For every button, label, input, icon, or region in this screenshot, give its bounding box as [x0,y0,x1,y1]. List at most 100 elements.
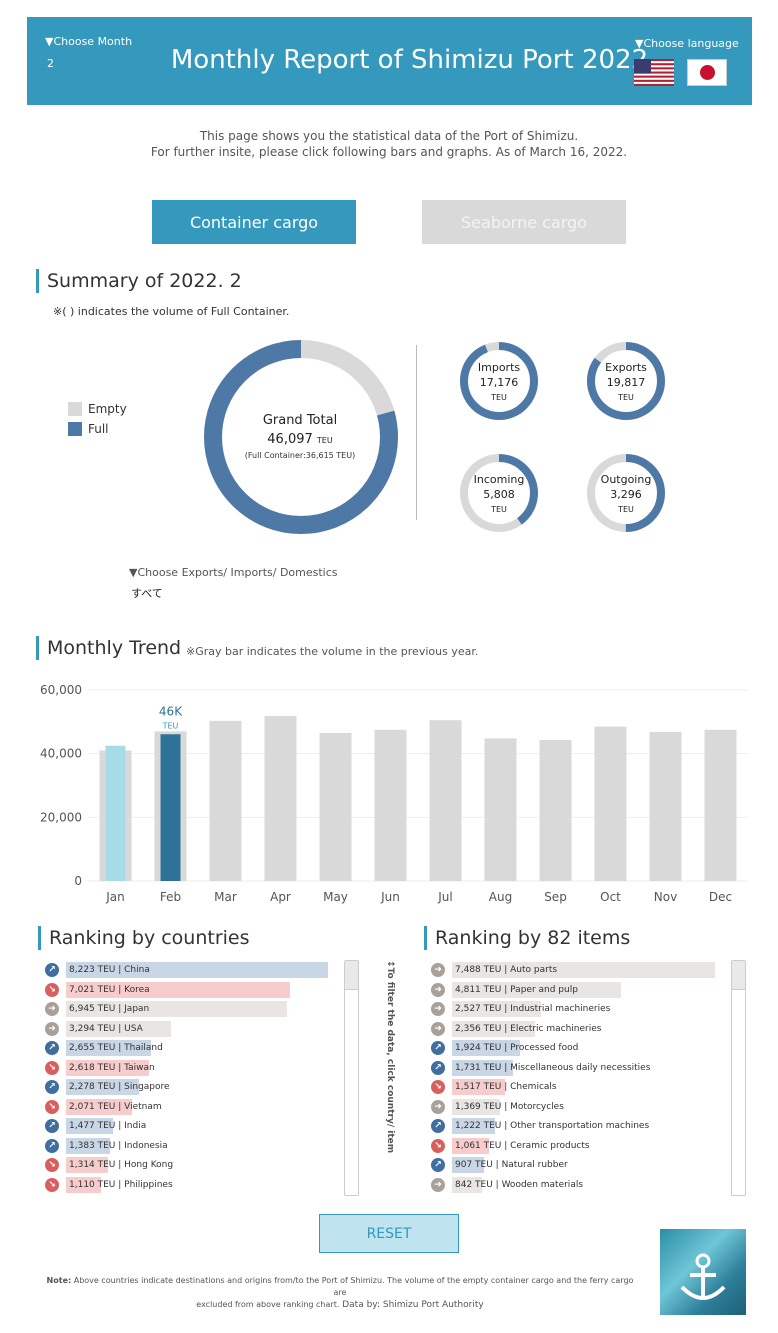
ranking-bar[interactable] [452,1137,490,1154]
choose-exports-imports-label[interactable]: ▼Choose Exports/ Imports/ Domestics [129,566,338,579]
reset-button[interactable]: RESET [319,1214,459,1253]
ranking-row[interactable]: ➜ 7,488 TEU | Auto parts [431,961,721,981]
ranking-bar[interactable] [452,1176,482,1193]
ranking-bar[interactable] [66,1118,114,1134]
seaborne-cargo-button[interactable]: Seaborne cargo [422,200,626,244]
bar-current-feb[interactable] [160,734,181,881]
trend-up-icon: ↗ [45,1138,59,1153]
mini-donut-incoming[interactable] [458,452,540,534]
trend-down-icon: ↘ [45,1177,59,1192]
ranking-row[interactable]: ➜ 1,369 TEU | Motorcycles [431,1098,721,1118]
ranking-items-scrollbar[interactable] [731,960,746,1196]
scrollbar-thumb[interactable] [345,961,358,990]
summary-title: Summary of 2022. 2 [36,269,242,293]
ranking-bar[interactable] [452,1059,513,1076]
ranking-row[interactable]: ↘ 7,021 TEU | Korea [45,981,335,1001]
mini-label: Exports [605,361,647,374]
ranking-bar[interactable] [66,1001,288,1017]
ranking-row[interactable]: ↗ 1,924 TEU | Processed food [431,1039,721,1059]
ranking-bar[interactable] [66,1157,108,1173]
ranking-bar[interactable] [66,1059,150,1076]
ranking-bar[interactable] [452,1020,535,1037]
ranking-row[interactable]: ↗ 2,278 TEU | Singapore [45,1078,335,1098]
ranking-row[interactable]: ↘ 2,618 TEU | Taiwan [45,1059,335,1079]
mini-donut-outgoing[interactable] [585,452,667,534]
ranking-row[interactable]: ↗ 2,655 TEU | Thailand [45,1039,335,1059]
ranking-bar[interactable] [452,1118,495,1134]
ranking-bar[interactable] [452,1079,506,1095]
mini-full-arc[interactable] [587,454,665,532]
bar-previous-may[interactable] [319,732,352,881]
container-cargo-button[interactable]: Container cargo [152,200,356,244]
ranking-bar[interactable] [452,1098,501,1115]
ranking-bar[interactable] [66,1176,102,1193]
mini-full-arc[interactable] [460,454,538,532]
ranking-row[interactable]: ↗ 1,477 TEU | India [45,1117,335,1137]
ranking-label: 2,618 TEU | Taiwan [69,1062,155,1073]
bar-previous-oct[interactable] [594,726,627,881]
ranking-bar[interactable] [66,962,328,978]
ranking-row[interactable]: ↗ 1,731 TEU | Miscellaneous daily necessi… [431,1059,721,1079]
month-selector-value[interactable]: 2 [47,57,54,70]
monthly-trend-chart[interactable]: 0 20,000 40,000 60,000 Jan Feb Mar Apr May Jun Jul… [30,675,750,910]
ranking-row[interactable]: ↘ 1,110 TEU | Philippines [45,1176,335,1196]
anchor-icon [680,1253,726,1300]
mini-full-arc[interactable] [460,342,538,420]
ranking-items-list[interactable]: ➜ 7,488 TEU | Auto parts ➜ 4,811 TEU | Pape… [431,961,721,1196]
legend-empty-label: Empty [88,402,127,416]
ranking-row[interactable]: ↘ 2,071 TEU | Vietnam [45,1098,335,1118]
ranking-bar[interactable] [66,1040,151,1056]
mini-unit: TEU [618,393,634,402]
monthly-trend-title: Monthly Trend [36,636,181,660]
bar-previous-jul[interactable] [429,720,462,881]
mini-full-arc[interactable] [587,342,665,420]
ranking-row[interactable]: ➜ 2,527 TEU | Industrial machineries [431,1000,721,1020]
scrollbar-thumb[interactable] [732,961,745,990]
choose-month-label[interactable]: ▼Choose Month [45,35,133,48]
bar-previous-mar[interactable] [209,720,242,881]
japan-flag-icon[interactable] [687,59,727,86]
ranking-row[interactable]: ↗ 1,383 TEU | Indonesia [45,1137,335,1157]
ranking-row[interactable]: ➜ 4,811 TEU | Paper and pulp [431,981,721,1001]
ranking-bar[interactable] [66,1137,111,1154]
ranking-row[interactable]: ➜ 3,294 TEU | USA [45,1020,335,1040]
mini-value: 3,296 [610,488,642,501]
ranking-countries-scrollbar[interactable] [344,960,359,1196]
donut-full-arc[interactable] [204,340,398,534]
ranking-bar[interactable] [66,1079,139,1095]
mini-donut-exports[interactable] [585,340,667,422]
bar-previous-sep[interactable] [539,739,572,881]
bar-previous-dec[interactable] [704,729,737,881]
exports-imports-selector-value[interactable]: すべて [131,587,163,600]
ranking-row[interactable]: ↗ 1,222 TEU | Other transportation machin… [431,1117,721,1137]
bar-previous-nov[interactable] [649,732,682,881]
ranking-row[interactable]: ↘ 1,517 TEU | Chemicals [431,1078,721,1098]
ranking-row[interactable]: ➜ 842 TEU | Wooden materials [431,1176,721,1196]
ranking-row[interactable]: ↗ 8,223 TEU | China [45,961,335,981]
ranking-bar[interactable] [66,981,290,998]
ranking-bar[interactable] [452,1001,541,1017]
ranking-row[interactable]: ↘ 1,314 TEU | Hong Kong [45,1156,335,1176]
ranking-row[interactable]: ➜ 2,356 TEU | Electric machineries [431,1020,721,1040]
bar-current-jan[interactable] [105,745,126,881]
ranking-row[interactable]: ➜ 6,945 TEU | Japan [45,1000,335,1020]
ranking-bar[interactable] [452,1040,520,1056]
grand-total-donut[interactable] [200,336,402,538]
ranking-bar[interactable] [452,1157,484,1173]
ranking-label: 2,278 TEU | Singapore [69,1082,170,1092]
ranking-row[interactable]: ↘ 1,061 TEU | Ceramic products [431,1137,721,1157]
mini-value: 5,808 [483,488,515,501]
ranking-countries-list[interactable]: ↗ 8,223 TEU | China ↘ 7,021 TEU | Korea ➜ 6,9… [45,961,335,1196]
ranking-row[interactable]: ↗ 907 TEU | Natural rubber [431,1156,721,1176]
ranking-bar[interactable] [452,981,621,998]
bar-previous-jun[interactable] [374,729,407,881]
bar-previous-aug[interactable] [484,738,517,881]
mini-donut-imports[interactable] [458,340,540,422]
ranking-bar[interactable] [452,962,715,978]
us-flag-icon[interactable] [634,59,674,86]
ranking-label: 1,222 TEU | Other transportation machine… [455,1121,650,1131]
grand-total-number: 46,097 [267,432,313,447]
bar-previous-apr[interactable] [264,716,297,881]
ranking-bar[interactable] [66,1020,171,1037]
ranking-bar[interactable] [66,1098,132,1115]
